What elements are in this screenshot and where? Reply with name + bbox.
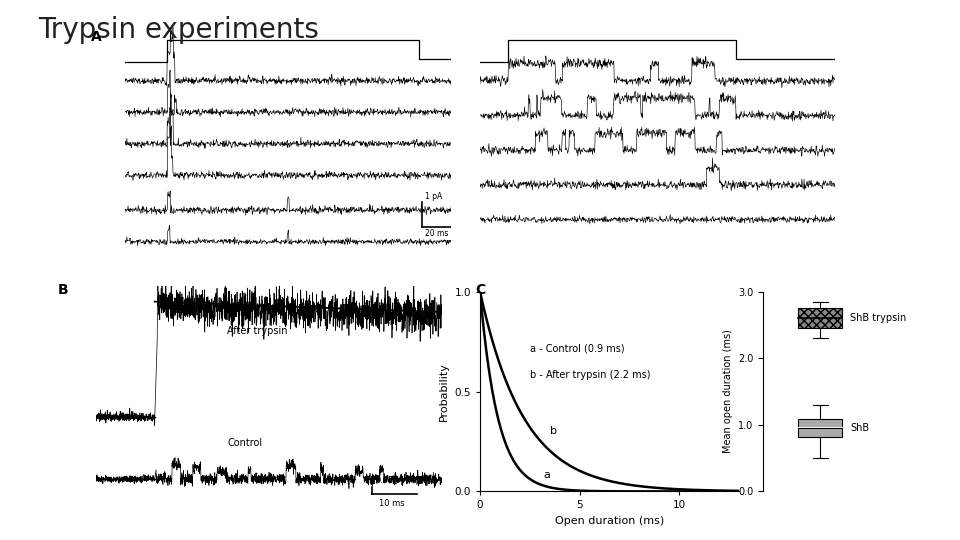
Bar [798, 420, 843, 437]
Text: b - After trypsin (2.2 ms): b - After trypsin (2.2 ms) [530, 369, 650, 380]
Y-axis label: Probability: Probability [439, 362, 449, 421]
Text: B: B [58, 284, 68, 298]
X-axis label: Open duration (ms): Open duration (ms) [555, 516, 664, 526]
Text: A: A [91, 30, 102, 44]
Text: a: a [543, 470, 551, 481]
Text: After trypsin: After trypsin [228, 326, 288, 336]
Text: 10 ms: 10 ms [379, 499, 405, 508]
Text: C: C [475, 284, 486, 298]
Text: ShB: ShB [850, 423, 869, 433]
Text: Trypsin experiments: Trypsin experiments [38, 16, 320, 44]
Text: a - Control (0.9 ms): a - Control (0.9 ms) [530, 343, 624, 354]
Text: ShB trypsin: ShB trypsin [850, 313, 906, 323]
Text: b: b [550, 427, 557, 436]
Bar [798, 308, 843, 328]
Y-axis label: Mean open duration (ms): Mean open duration (ms) [723, 329, 732, 454]
Text: 1 pA: 1 pA [425, 192, 443, 200]
Text: 20 ms: 20 ms [425, 229, 448, 238]
Text: Control: Control [228, 438, 262, 448]
Text: 0.05: 0.05 [376, 476, 395, 485]
